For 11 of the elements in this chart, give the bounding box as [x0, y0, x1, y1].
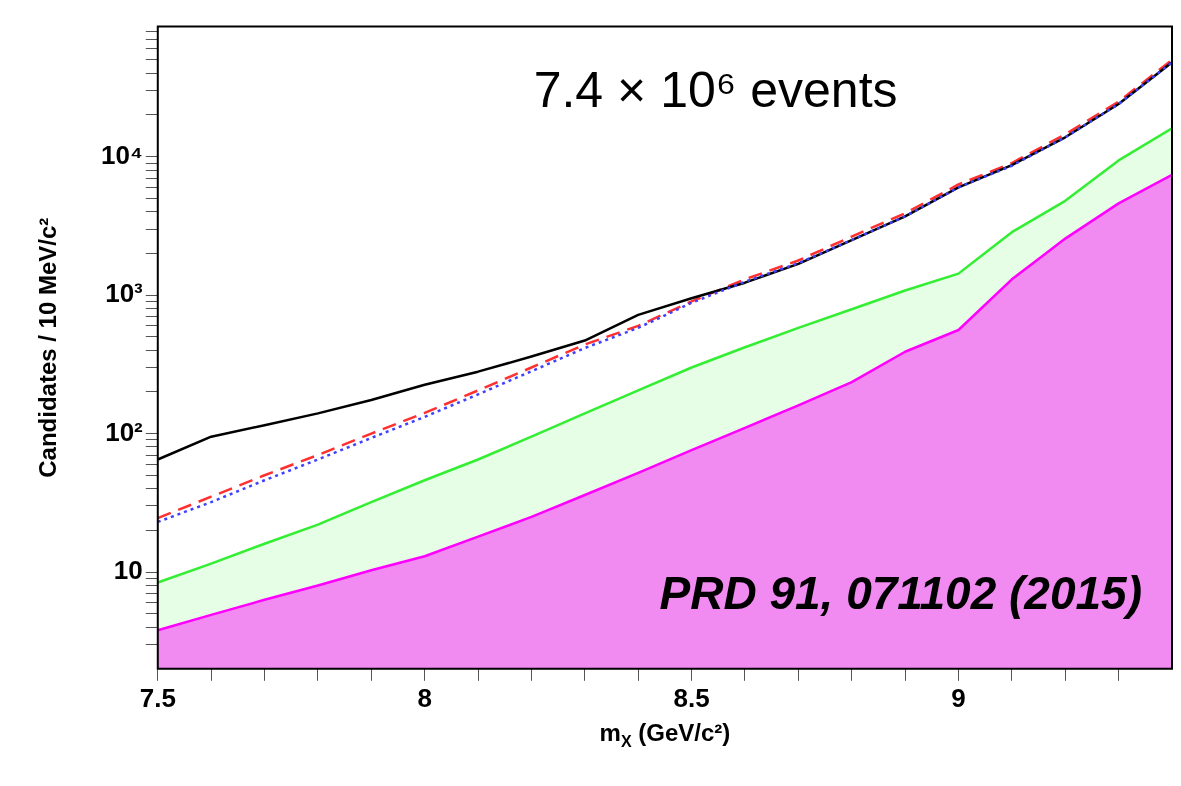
x-tick-label: 8	[417, 682, 432, 713]
y-tick-label: 10	[113, 555, 143, 586]
y-tick-label: 10³	[105, 278, 144, 309]
x-tick-label: 9	[951, 682, 966, 713]
y-tick-label: 10⁴	[101, 139, 143, 170]
x-tick-label: 8.5	[673, 682, 710, 713]
annotation: PRD 91, 071102 (2015)	[659, 566, 1142, 619]
y-tick-label: 10²	[105, 416, 144, 447]
x-tick-label: 7.5	[139, 682, 176, 713]
y-axis-title: Candidates / 10 MeV/c²	[34, 217, 61, 478]
annotation: 7.4 × 10⁶ events	[533, 61, 898, 118]
